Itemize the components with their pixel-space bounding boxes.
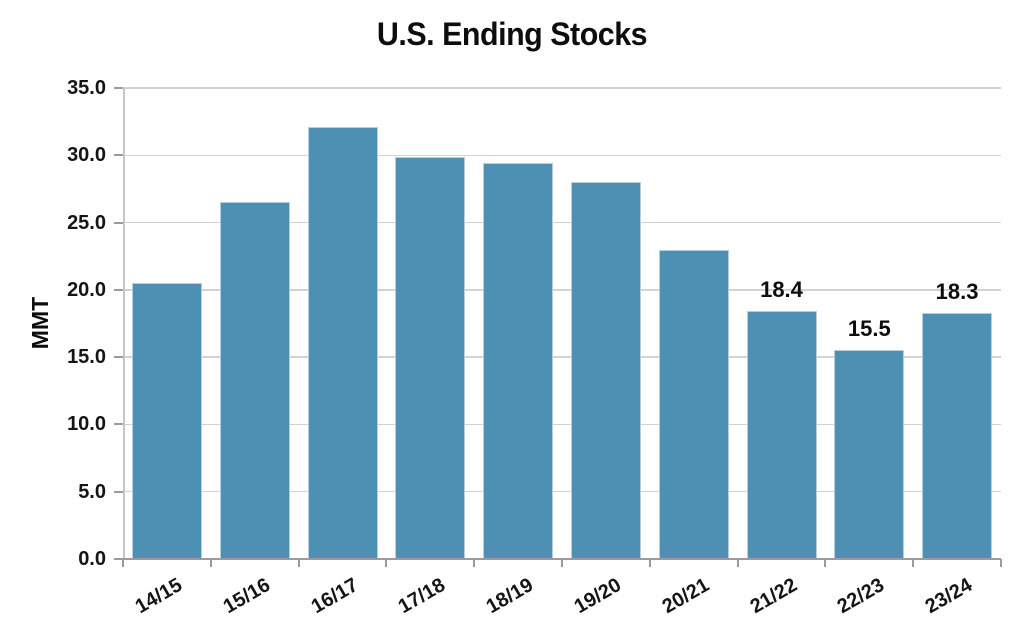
y-tick bbox=[114, 87, 123, 89]
x-tick bbox=[297, 559, 300, 567]
y-axis-line bbox=[123, 88, 125, 559]
bar-value-label: 18.3 bbox=[935, 278, 979, 304]
x-tick bbox=[824, 559, 827, 567]
bar-value-label: 18.4 bbox=[760, 277, 803, 303]
bar-value-label: 15.5 bbox=[847, 316, 891, 342]
x-tick bbox=[473, 559, 476, 567]
bar bbox=[658, 249, 729, 559]
y-tick-label: 30.0 bbox=[67, 144, 106, 167]
gridline bbox=[123, 289, 1001, 291]
x-tick bbox=[385, 559, 388, 567]
gridline bbox=[123, 356, 1001, 358]
bar bbox=[570, 182, 641, 559]
x-tick bbox=[648, 559, 651, 567]
bar bbox=[483, 163, 554, 559]
y-tick-label: 0.0 bbox=[78, 548, 106, 570]
x-tick-label: 14/15 bbox=[131, 574, 186, 619]
x-tick bbox=[209, 559, 212, 567]
x-tick bbox=[912, 559, 915, 567]
chart-title: U.S. Ending Stocks bbox=[376, 16, 648, 52]
y-tick bbox=[114, 221, 123, 224]
y-tick bbox=[114, 356, 123, 359]
y-tick bbox=[114, 490, 123, 493]
gridline bbox=[123, 490, 1001, 493]
y-tick bbox=[114, 423, 123, 426]
plot-area: 0.0 5.0 10.0 15.0 20.0 25.0 30.0 35.0 14/15 15/16… bbox=[67, 77, 1002, 618]
y-tick-label: 20.0 bbox=[67, 278, 106, 301]
bar bbox=[131, 283, 202, 559]
x-tick bbox=[1000, 559, 1002, 567]
gridline bbox=[123, 423, 1001, 426]
bar bbox=[307, 127, 378, 559]
x-tick bbox=[736, 559, 739, 567]
gridline bbox=[123, 221, 1001, 224]
gridline bbox=[123, 154, 1001, 157]
y-tick-label: 35.0 bbox=[67, 77, 106, 99]
x-tick bbox=[122, 559, 124, 567]
x-tick bbox=[561, 559, 563, 567]
x-axis-line bbox=[123, 558, 1001, 560]
bar bbox=[219, 202, 290, 559]
y-tick bbox=[114, 288, 123, 291]
bar bbox=[395, 156, 466, 559]
y-tick bbox=[114, 558, 123, 560]
y-tick bbox=[114, 154, 123, 157]
y-tick-label: 15.0 bbox=[67, 346, 106, 369]
y-tick-label: 25.0 bbox=[67, 211, 106, 234]
y-tick-label: 5.0 bbox=[78, 480, 106, 503]
gridline bbox=[123, 87, 1001, 89]
bar bbox=[834, 350, 905, 559]
bar bbox=[746, 311, 817, 559]
y-tick-label: 10.0 bbox=[67, 413, 106, 436]
bar bbox=[922, 312, 993, 559]
